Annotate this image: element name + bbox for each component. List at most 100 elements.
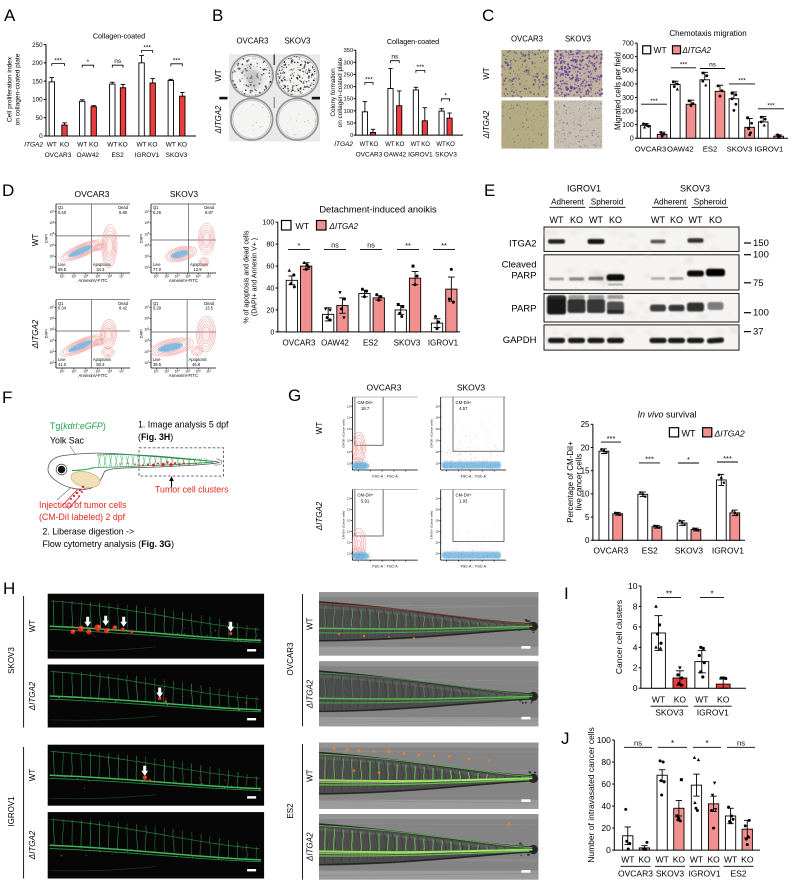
svg-text:SKOV3: SKOV3 xyxy=(394,339,421,348)
svg-text:6: 6 xyxy=(633,622,638,632)
svg-text:WT: WT xyxy=(589,215,603,225)
svg-text:WT: WT xyxy=(724,855,737,865)
svg-text:100: 100 xyxy=(262,218,274,227)
svg-text:10: 10 xyxy=(435,508,439,512)
svg-text:ns: ns xyxy=(709,62,717,69)
svg-text:**: ** xyxy=(405,241,411,250)
svg-text:FSC-A :: FSC-A: FSC-A :: FSC-A xyxy=(461,475,487,479)
svg-text:*: * xyxy=(298,241,301,250)
svg-text:OVCAR3: OVCAR3 xyxy=(236,37,268,46)
svg-text:10: 10 xyxy=(435,541,439,545)
svg-text:**: ** xyxy=(441,241,447,250)
svg-text:SKOV3: SKOV3 xyxy=(655,708,684,718)
svg-text:200: 200 xyxy=(344,85,354,91)
svg-text:on collagen-coated plate: on collagen-coated plate xyxy=(337,57,344,127)
svg-text:12.9: 12.9 xyxy=(194,267,203,272)
svg-text:20: 20 xyxy=(601,823,611,833)
svg-text:4.57: 4.57 xyxy=(459,406,468,411)
svg-text:1.93: 1.93 xyxy=(459,499,468,504)
svg-text:SKOV3: SKOV3 xyxy=(656,869,685,879)
svg-text:Migrated cells per field: Migrated cells per field xyxy=(614,52,623,130)
svg-text:*: * xyxy=(671,739,674,748)
svg-text:OVCAR3: OVCAR3 xyxy=(593,546,628,556)
svg-text:100: 100 xyxy=(32,97,43,104)
svg-text:AnnexinV-FITC: AnnexinV-FITC xyxy=(78,278,107,283)
svg-text:*: * xyxy=(710,589,713,598)
svg-text:E: E xyxy=(484,181,495,200)
svg-text:40: 40 xyxy=(266,284,274,293)
svg-text:10: 10 xyxy=(435,461,439,465)
svg-text:AnnexinV-FITC: AnnexinV-FITC xyxy=(78,373,107,378)
svg-text:50.3: 50.3 xyxy=(96,362,105,367)
svg-text:60: 60 xyxy=(266,262,274,271)
svg-text:KO: KO xyxy=(570,215,583,225)
svg-text:(Fig. 3H): (Fig. 3H) xyxy=(138,432,173,442)
svg-text:Detachment-induced anoikis: Detachment-induced anoikis xyxy=(319,205,437,215)
svg-text:ns: ns xyxy=(634,738,642,747)
svg-text:SKOV3: SKOV3 xyxy=(565,35,591,44)
svg-text:DAPI: DAPI xyxy=(140,329,144,338)
svg-text:WT: WT xyxy=(550,215,564,225)
svg-text:WT: WT xyxy=(411,142,421,148)
svg-text:300: 300 xyxy=(344,60,354,66)
svg-text:34.3: 34.3 xyxy=(96,267,105,272)
svg-text:CM-DiI+: CM-DiI+ xyxy=(357,400,373,405)
svg-text:WT: WT xyxy=(690,855,703,865)
svg-text:***: *** xyxy=(143,44,151,51)
svg-text:10: 10 xyxy=(435,416,439,420)
svg-text:2. Liberase digestion ->: 2. Liberase digestion -> xyxy=(43,527,135,537)
svg-text:Injection of tumor cells: Injection of tumor cells xyxy=(39,500,127,510)
svg-text:0.40: 0.40 xyxy=(58,210,67,215)
svg-text:80: 80 xyxy=(266,240,274,249)
svg-text:60: 60 xyxy=(601,779,611,789)
svg-text:KO: KO xyxy=(369,142,378,148)
svg-text:KO: KO xyxy=(421,142,430,148)
svg-text:Cancer cell clusters: Cancer cell clusters xyxy=(614,600,624,674)
svg-text:Tumor cell clusters: Tumor cell clusters xyxy=(155,485,229,495)
svg-text:WT: WT xyxy=(656,855,669,865)
svg-text:Chemotaxis migration: Chemotaxis migration xyxy=(669,29,746,38)
svg-text:ΔITGA2: ΔITGA2 xyxy=(28,830,37,860)
svg-text:WT: WT xyxy=(166,142,176,149)
svg-text:ITGA2: ITGA2 xyxy=(509,239,536,250)
svg-text:ES2: ES2 xyxy=(286,803,295,819)
svg-text:0: 0 xyxy=(606,845,611,855)
svg-text:IGROV1: IGROV1 xyxy=(7,796,16,827)
svg-text:0: 0 xyxy=(39,133,43,140)
svg-text:In vivo survival: In vivo survival xyxy=(638,409,697,419)
svg-text:*: * xyxy=(687,455,690,464)
svg-text:OVCAR3: OVCAR3 xyxy=(618,869,653,879)
svg-text:WT: WT xyxy=(689,215,703,225)
svg-text:KO: KO xyxy=(717,695,730,705)
svg-text:WT: WT xyxy=(31,234,40,247)
svg-text:10: 10 xyxy=(435,450,439,454)
svg-text:***: *** xyxy=(650,98,658,105)
svg-text:10: 10 xyxy=(435,404,439,408)
svg-text:WT: WT xyxy=(621,855,634,865)
svg-text:CM-DiI+ (Cancer cells): CM-DiI+ (Cancer cells) xyxy=(430,419,434,447)
svg-text:ITGA2: ITGA2 xyxy=(334,141,353,148)
svg-text:SKOV3: SKOV3 xyxy=(166,152,188,159)
svg-text:DAPI: DAPI xyxy=(140,234,144,243)
svg-text:10: 10 xyxy=(347,450,351,454)
svg-text:OAW42: OAW42 xyxy=(667,145,694,154)
svg-text:CM-DiI+: CM-DiI+ xyxy=(357,493,373,498)
svg-text:Tg(kdrl:eGFP): Tg(kdrl:eGFP) xyxy=(50,421,106,431)
svg-text:200: 200 xyxy=(622,108,634,115)
svg-text:8: 8 xyxy=(633,601,638,611)
svg-text:10: 10 xyxy=(347,416,351,420)
svg-text:Collagen-coated: Collagen-coated xyxy=(387,37,439,46)
svg-text:100: 100 xyxy=(622,122,634,129)
svg-text:20: 20 xyxy=(581,443,590,452)
svg-text:1. Image analysis 5 dpf: 1. Image analysis 5 dpf xyxy=(138,420,229,430)
svg-text:ns: ns xyxy=(114,58,122,65)
svg-text:***: *** xyxy=(607,434,616,443)
svg-text:SKOV3: SKOV3 xyxy=(680,184,710,194)
svg-text:OVCAR3: OVCAR3 xyxy=(45,152,72,159)
svg-text:SKOV3: SKOV3 xyxy=(457,383,486,393)
svg-text:10: 10 xyxy=(581,490,590,499)
svg-text:CM-DiI+: CM-DiI+ xyxy=(456,493,472,498)
svg-text:0: 0 xyxy=(633,683,638,693)
svg-text:IGROV1: IGROV1 xyxy=(688,869,720,879)
svg-text:SKOV3: SKOV3 xyxy=(727,145,753,154)
